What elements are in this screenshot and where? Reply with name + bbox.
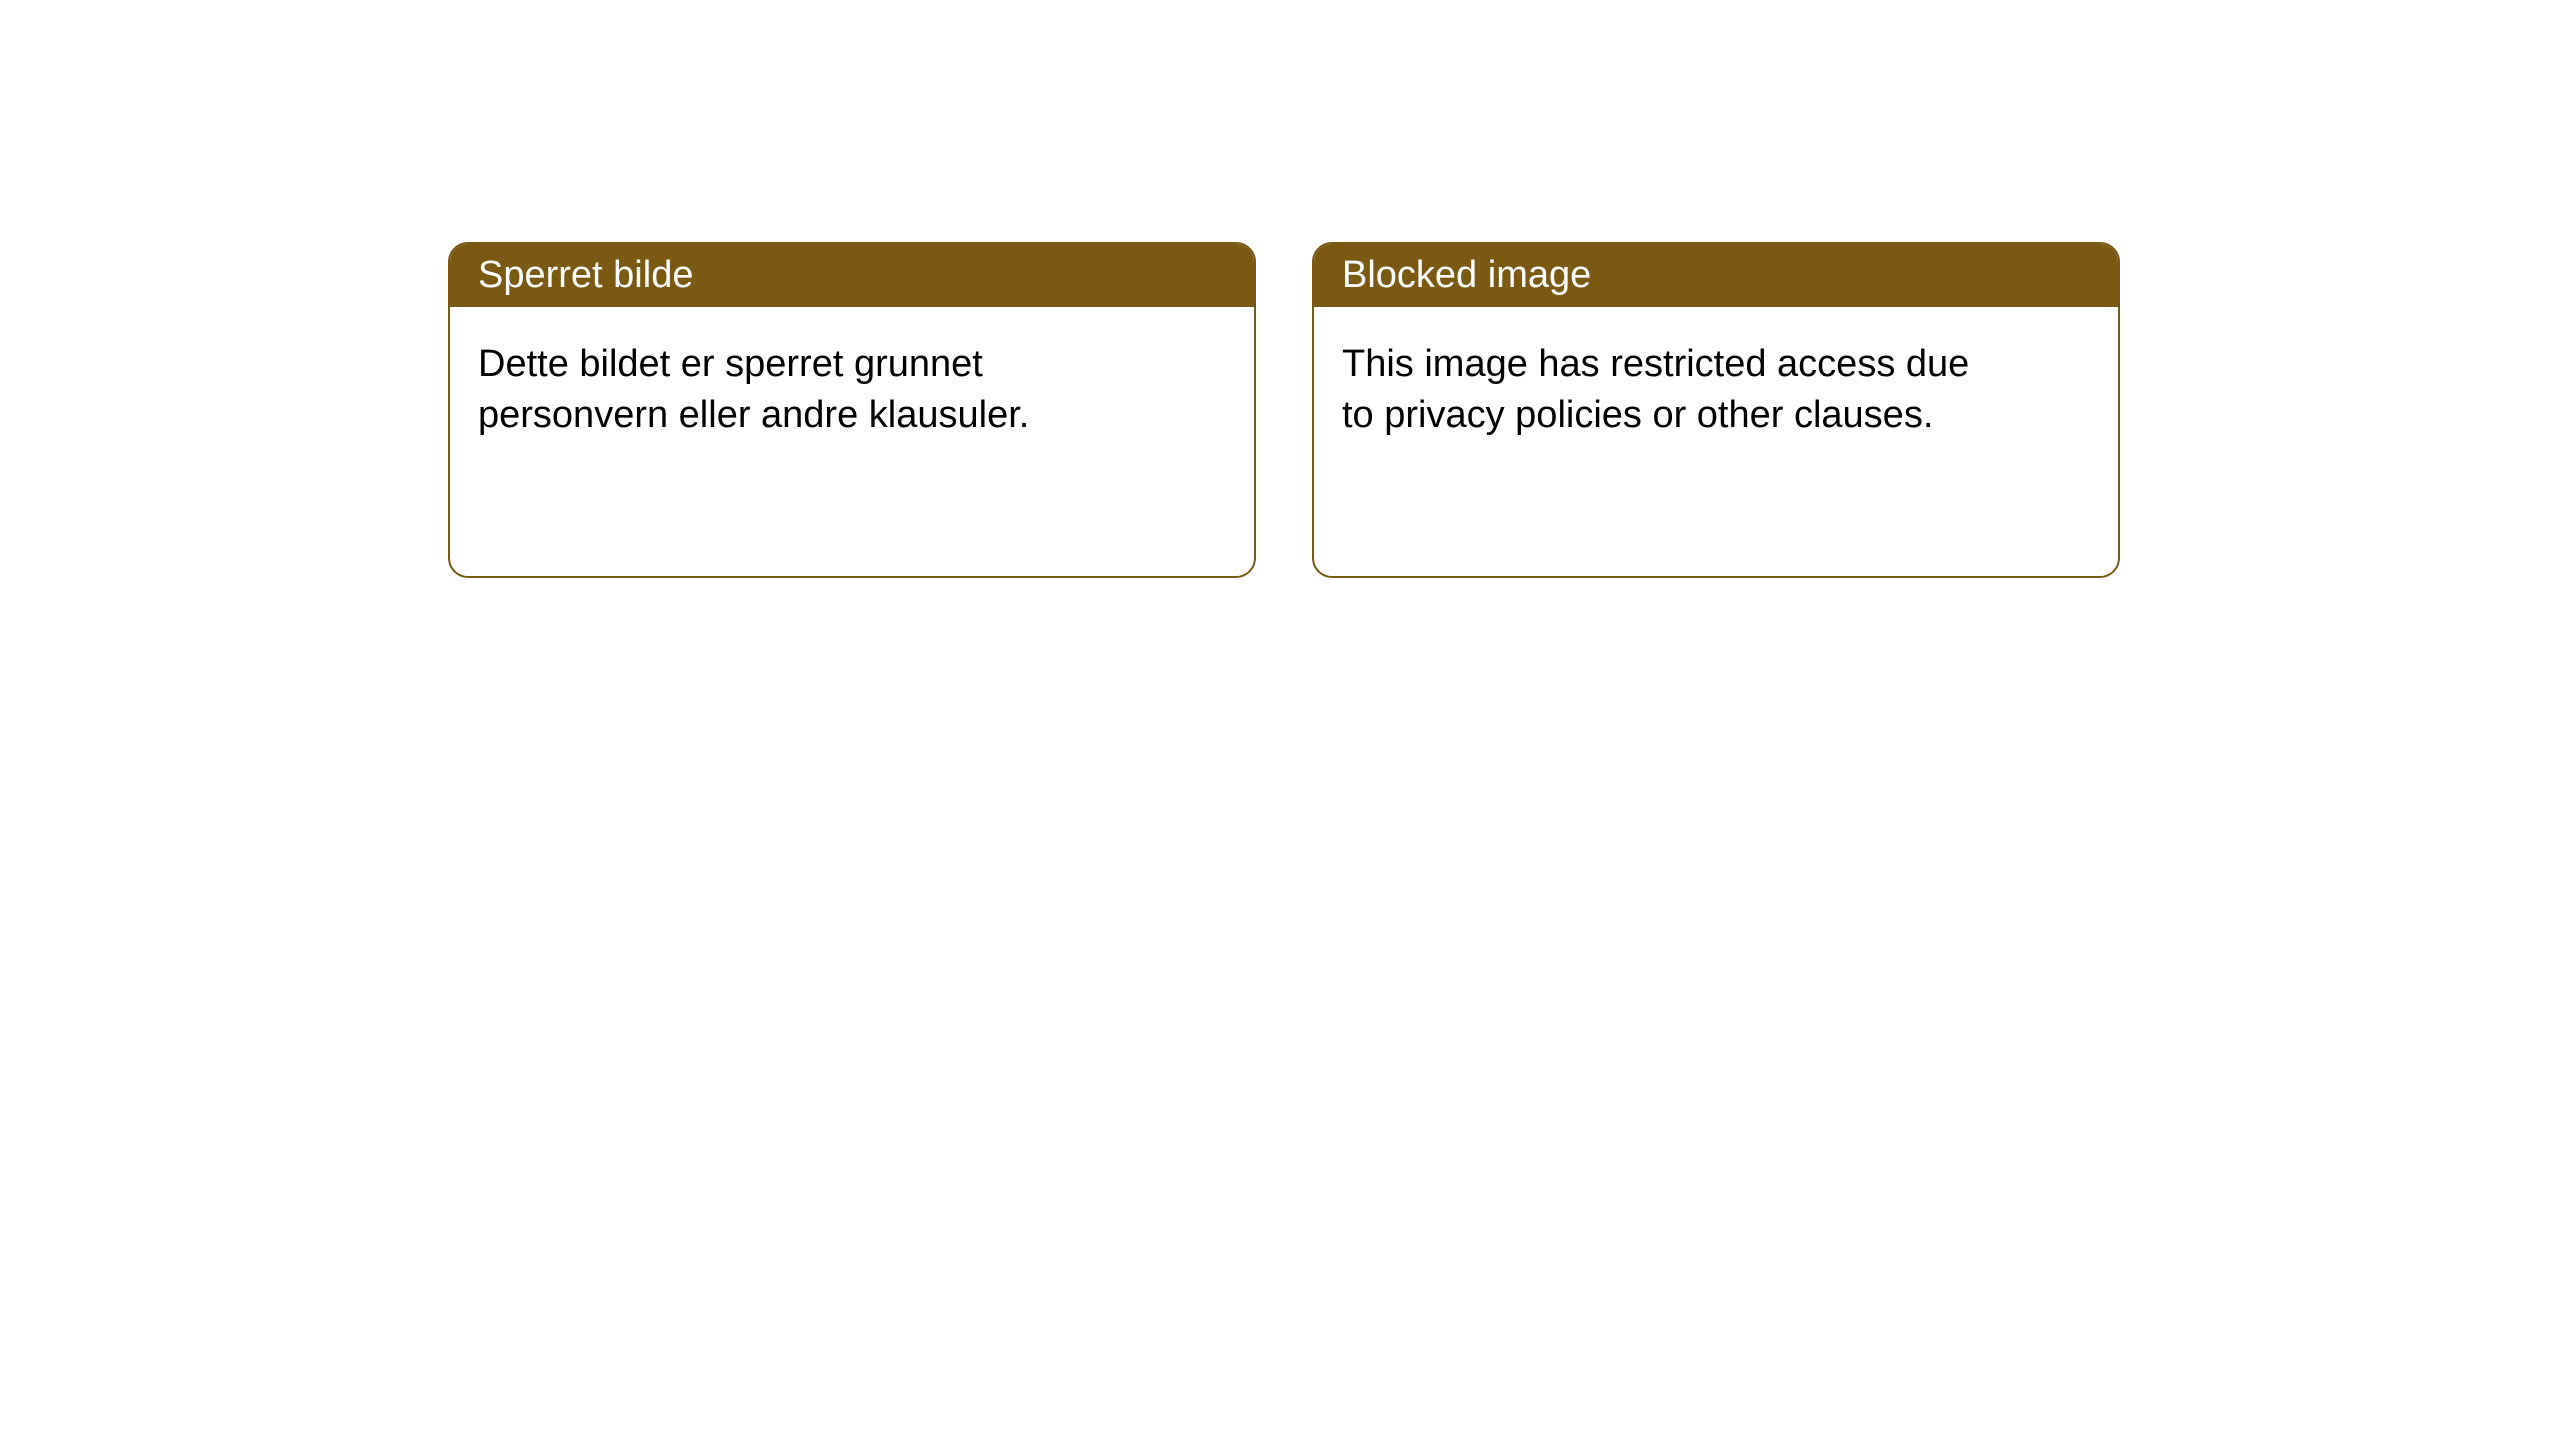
card-body: Dette bildet er sperret grunnet personve… — [450, 307, 1150, 474]
card-title: Sperret bilde — [478, 254, 693, 296]
card-body: This image has restricted access due to … — [1314, 307, 2014, 474]
card-header: Sperret bilde — [450, 244, 1254, 307]
notice-card-norwegian: Sperret bilde Dette bildet er sperret gr… — [448, 242, 1256, 578]
notice-cards-container: Sperret bilde Dette bildet er sperret gr… — [448, 242, 2560, 578]
card-body-text: This image has restricted access due to … — [1342, 343, 1969, 436]
notice-card-english: Blocked image This image has restricted … — [1312, 242, 2120, 578]
card-title: Blocked image — [1342, 254, 1591, 296]
card-body-text: Dette bildet er sperret grunnet personve… — [478, 343, 1029, 436]
card-header: Blocked image — [1314, 244, 2118, 307]
